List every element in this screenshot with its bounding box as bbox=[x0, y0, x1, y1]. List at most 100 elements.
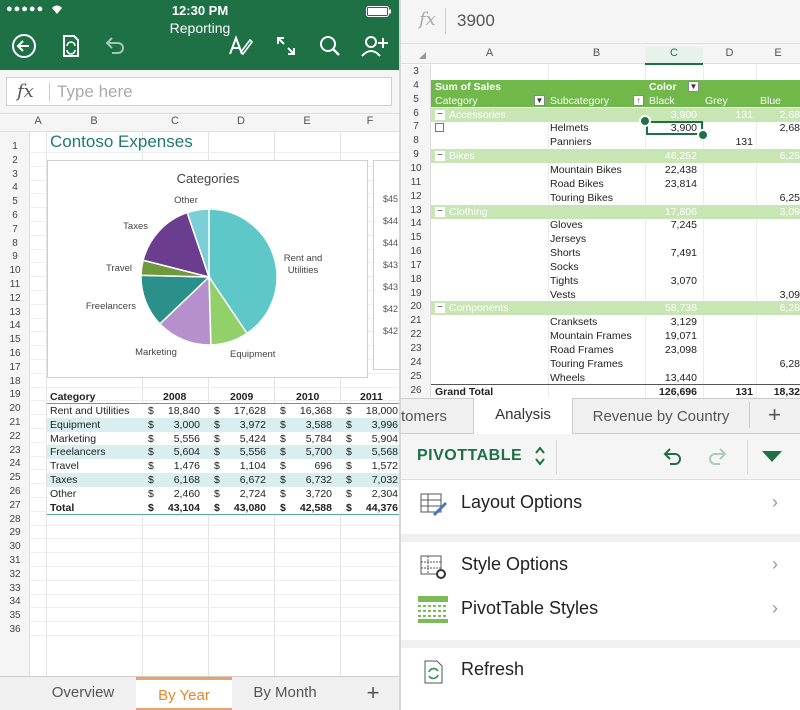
pie-slice[interactable] bbox=[208, 208, 278, 335]
column-header[interactable]: A bbox=[34, 115, 42, 127]
redo-icon[interactable] bbox=[705, 444, 731, 475]
row-header[interactable]: 9 bbox=[12, 251, 18, 263]
row-header[interactable]: 34 bbox=[9, 596, 21, 608]
menu-layout-options[interactable]: Layout Options › bbox=[401, 476, 800, 532]
row-header[interactable]: 12 bbox=[410, 190, 422, 202]
row-header[interactable]: 25 bbox=[410, 370, 422, 382]
row-header[interactable]: 18 bbox=[9, 375, 21, 387]
table-row[interactable] bbox=[47, 473, 400, 487]
row-header[interactable]: 11 bbox=[9, 279, 21, 290]
row-header[interactable]: 30 bbox=[9, 541, 21, 553]
checkbox-icon[interactable] bbox=[435, 123, 444, 133]
column-header[interactable]: D bbox=[725, 47, 734, 59]
collapse-ribbon-icon[interactable] bbox=[761, 450, 783, 469]
row-header[interactable]: 14 bbox=[410, 218, 422, 230]
add-sheet-button-right[interactable]: + bbox=[749, 402, 799, 428]
table-row[interactable] bbox=[47, 431, 400, 446]
row-header[interactable]: 7 bbox=[413, 121, 419, 133]
back-icon[interactable] bbox=[10, 32, 38, 60]
row-header[interactable]: 19 bbox=[410, 287, 422, 299]
row-header[interactable]: 13 bbox=[9, 306, 21, 318]
row-header[interactable]: 35 bbox=[9, 610, 21, 622]
row-header[interactable]: 4 bbox=[413, 79, 419, 91]
row-header[interactable]: 6 bbox=[12, 210, 18, 221]
filter-dropdown-icon[interactable]: ▼ bbox=[688, 80, 699, 92]
row-header[interactable]: 3 bbox=[12, 168, 18, 180]
tab-analysis[interactable]: Analysis bbox=[473, 398, 573, 434]
edit-text-icon[interactable] bbox=[226, 32, 254, 60]
undo-icon-right[interactable] bbox=[659, 444, 685, 475]
row-header[interactable]: 8 bbox=[12, 237, 18, 249]
row-header[interactable]: 5 bbox=[12, 196, 18, 208]
pivot-row[interactable]: 18 Tights 3,070 bbox=[401, 274, 800, 288]
table-row[interactable] bbox=[47, 404, 400, 418]
collapse-icon[interactable]: − bbox=[435, 303, 445, 314]
row-header[interactable]: 4 bbox=[12, 182, 18, 194]
pivot-row[interactable]: 11 Road Bikes 23,814 bbox=[401, 177, 800, 191]
share-person-icon[interactable] bbox=[360, 32, 388, 60]
formula-input[interactable]: Type here bbox=[57, 82, 133, 101]
row-header[interactable]: 14 bbox=[9, 320, 21, 332]
menu-style-options[interactable]: Style Options › bbox=[401, 534, 800, 590]
pivot-row[interactable]: 17 Socks bbox=[401, 260, 800, 274]
pivot-row[interactable]: 14 Gloves 7,245 bbox=[401, 218, 800, 232]
pivot-row[interactable]: 26 Grand Total 126,696 131 18,32 bbox=[401, 383, 800, 399]
pivot-row[interactable]: 16 Shorts 7,491 bbox=[401, 246, 800, 260]
row-header[interactable]: 9 bbox=[413, 149, 419, 161]
pivot-row[interactable]: 12 Touring Bikes 6,25 bbox=[401, 191, 800, 205]
pivot-row[interactable]: 23 Road Frames 23,098 bbox=[401, 343, 800, 357]
subcategory-sort-icon[interactable]: ↑ bbox=[633, 94, 644, 106]
corner-select-icon[interactable] bbox=[419, 52, 426, 59]
column-header[interactable]: B bbox=[90, 115, 98, 127]
row-header[interactable]: 5 bbox=[413, 93, 419, 105]
row-header[interactable]: 11 bbox=[410, 176, 422, 188]
row-header[interactable]: 17 bbox=[9, 361, 21, 373]
tab-revenue-by-country[interactable]: Revenue by Country bbox=[592, 408, 730, 425]
pivot-row[interactable]: 25 Wheels 13,440 bbox=[401, 371, 800, 385]
ribbon-label[interactable]: PIVOTTABLE bbox=[417, 447, 523, 464]
sync-file-icon[interactable] bbox=[56, 32, 84, 60]
search-icon[interactable] bbox=[316, 32, 344, 60]
formula-bar-right[interactable]: fx 3900 bbox=[401, 0, 800, 44]
row-header[interactable]: 36 bbox=[9, 624, 21, 635]
row-header[interactable]: 17 bbox=[410, 259, 422, 271]
row-header[interactable]: 18 bbox=[410, 273, 422, 285]
column-header[interactable]: C bbox=[171, 115, 179, 127]
pivot-row[interactable]: 22 Mountain Frames 19,071 bbox=[401, 329, 800, 343]
row-header[interactable]: 16 bbox=[410, 246, 422, 258]
table-row[interactable] bbox=[47, 445, 400, 460]
row-header[interactable]: 3 bbox=[413, 66, 419, 77]
row-header[interactable]: 26 bbox=[410, 384, 422, 396]
pivot-row[interactable]: 7 Helmets 3,900 2,68 bbox=[401, 121, 800, 135]
selection-handle-top[interactable] bbox=[639, 115, 651, 128]
row-header[interactable]: 8 bbox=[413, 135, 419, 147]
row-header[interactable]: 21 bbox=[410, 315, 422, 327]
row-header[interactable]: 13 bbox=[410, 204, 422, 216]
pivot-row[interactable]: 13 − Clothing 17,806 3,09 bbox=[401, 204, 800, 219]
row-header[interactable]: 27 bbox=[9, 499, 21, 511]
pivot-row[interactable]: 5 Category Subcategory Black Grey Blue ▼ ↑ bbox=[401, 93, 800, 108]
row-header[interactable]: 10 bbox=[410, 162, 422, 174]
pivot-row[interactable]: 15 Jerseys bbox=[401, 232, 800, 246]
column-header[interactable]: D bbox=[237, 115, 245, 127]
pivot-row[interactable]: 4 Sum of Sales Color ▼ bbox=[401, 79, 800, 94]
formula-bar[interactable]: fx Type here bbox=[6, 77, 392, 106]
fullscreen-icon[interactable] bbox=[272, 32, 300, 60]
undo-icon[interactable] bbox=[100, 32, 128, 60]
table-row[interactable] bbox=[47, 417, 400, 432]
row-header[interactable]: 25 bbox=[9, 472, 21, 484]
column-header[interactable]: F bbox=[366, 115, 374, 127]
menu-pivottable-styles[interactable]: PivotTable Styles › bbox=[401, 582, 800, 638]
row-header[interactable]: 12 bbox=[9, 292, 21, 304]
pie-slice[interactable] bbox=[158, 275, 212, 346]
row-header[interactable]: 33 bbox=[9, 582, 21, 594]
pivot-row[interactable]: 20 − Components 58,738 6,28 bbox=[401, 301, 800, 316]
pivot-row[interactable]: 19 Vests 3,09 bbox=[401, 288, 800, 302]
column-header[interactable]: E bbox=[774, 47, 782, 59]
row-header[interactable]: 24 bbox=[410, 356, 422, 368]
category-filter-icon[interactable]: ▼ bbox=[534, 94, 545, 106]
menu-refresh[interactable]: Refresh bbox=[401, 640, 800, 710]
row-header[interactable]: 22 bbox=[410, 329, 422, 341]
column-header[interactable]: C bbox=[645, 47, 703, 65]
row-header[interactable]: 20 bbox=[9, 403, 21, 415]
